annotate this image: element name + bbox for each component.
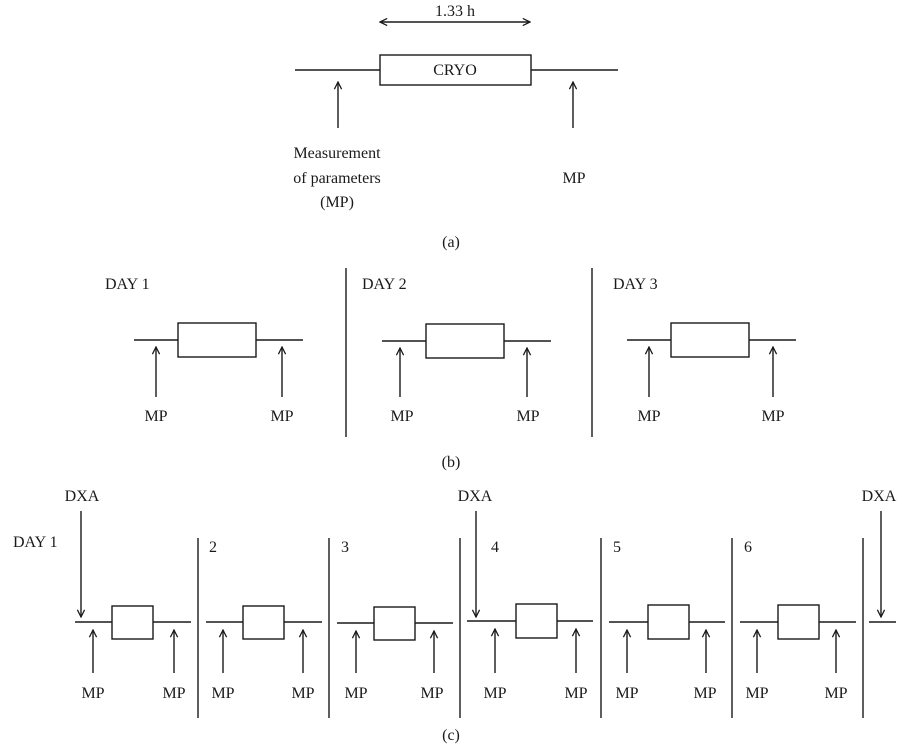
cryo-label: CRYO — [433, 62, 477, 79]
day-label-c-3: 3 — [341, 539, 349, 556]
cryo-box — [515, 603, 558, 639]
panel-c: DXA DXA DXA DAY 1 2 3 4 5 6 MP MP — [13, 488, 897, 744]
mp-label: MP — [390, 408, 413, 425]
measurement-label-line-2: of parameters — [293, 170, 381, 187]
mp-label: MP — [516, 408, 539, 425]
session-c-day-1: MP MP — [75, 605, 191, 702]
cryo-box — [425, 323, 505, 359]
mp-label: MP — [270, 408, 293, 425]
caption-b: (b) — [442, 454, 461, 471]
mp-label: MP — [211, 685, 234, 702]
mp-label: MP — [291, 685, 314, 702]
mp-label: MP — [693, 685, 716, 702]
mp-label: MP — [162, 685, 185, 702]
session-b-day-2: MP MP — [382, 323, 551, 425]
day-label-b-1: DAY 1 — [105, 276, 150, 293]
cryo-box — [242, 605, 285, 640]
panel-b: DAY 1 DAY 2 DAY 3 MP MP MP MP — [105, 268, 796, 471]
dxa-label-1: DXA — [65, 488, 100, 505]
cryo-box — [379, 54, 532, 86]
measurement-label-line-3: (MP) — [320, 194, 354, 211]
cryo-box — [670, 322, 750, 358]
cryo-box — [647, 604, 690, 640]
day-label-b-3: DAY 3 — [613, 276, 658, 293]
mp-label: MP — [344, 685, 367, 702]
day-label-c-5: 5 — [613, 539, 621, 556]
mp-label: MP — [745, 685, 768, 702]
mp-label-after: MP — [562, 170, 585, 187]
session-c-day-2: MP MP — [206, 605, 322, 702]
session-c-day-6: MP MP — [740, 604, 856, 702]
day-label-c-6: 6 — [744, 539, 752, 556]
mp-label: MP — [615, 685, 638, 702]
dxa-label-3: DXA — [862, 488, 897, 505]
day-label-c-1: DAY 1 — [13, 534, 58, 551]
caption-c: (c) — [442, 727, 460, 744]
mp-label: MP — [564, 685, 587, 702]
session-b-day-3: MP MP — [627, 322, 796, 425]
dxa-label-2: DXA — [458, 488, 493, 505]
mp-label: MP — [81, 685, 104, 702]
day-label-b-2: DAY 2 — [362, 276, 407, 293]
mp-label: MP — [637, 408, 660, 425]
cryo-box — [177, 322, 257, 358]
mp-label: MP — [483, 685, 506, 702]
session-c-day-4: MP MP — [467, 603, 593, 702]
mp-label: MP — [824, 685, 847, 702]
panel-a: 1.33 h CRYO Measurement of parameters (M… — [293, 3, 618, 251]
mp-label: MP — [144, 408, 167, 425]
day-label-c-4: 4 — [491, 539, 499, 556]
day-label-c-2: 2 — [209, 539, 217, 556]
caption-a: (a) — [442, 234, 460, 251]
session-c-day-3: MP MP — [337, 606, 453, 702]
measurement-label-line-1: Measurement — [293, 145, 381, 162]
cryo-box — [777, 604, 820, 640]
session-c-day-5: MP MP — [609, 604, 725, 702]
cryo-box — [111, 605, 154, 640]
cryo-box — [373, 606, 416, 641]
mp-label: MP — [761, 408, 784, 425]
mp-label: MP — [420, 685, 443, 702]
duration-label: 1.33 h — [435, 3, 475, 20]
session-b-day-1: MP MP — [134, 322, 303, 425]
